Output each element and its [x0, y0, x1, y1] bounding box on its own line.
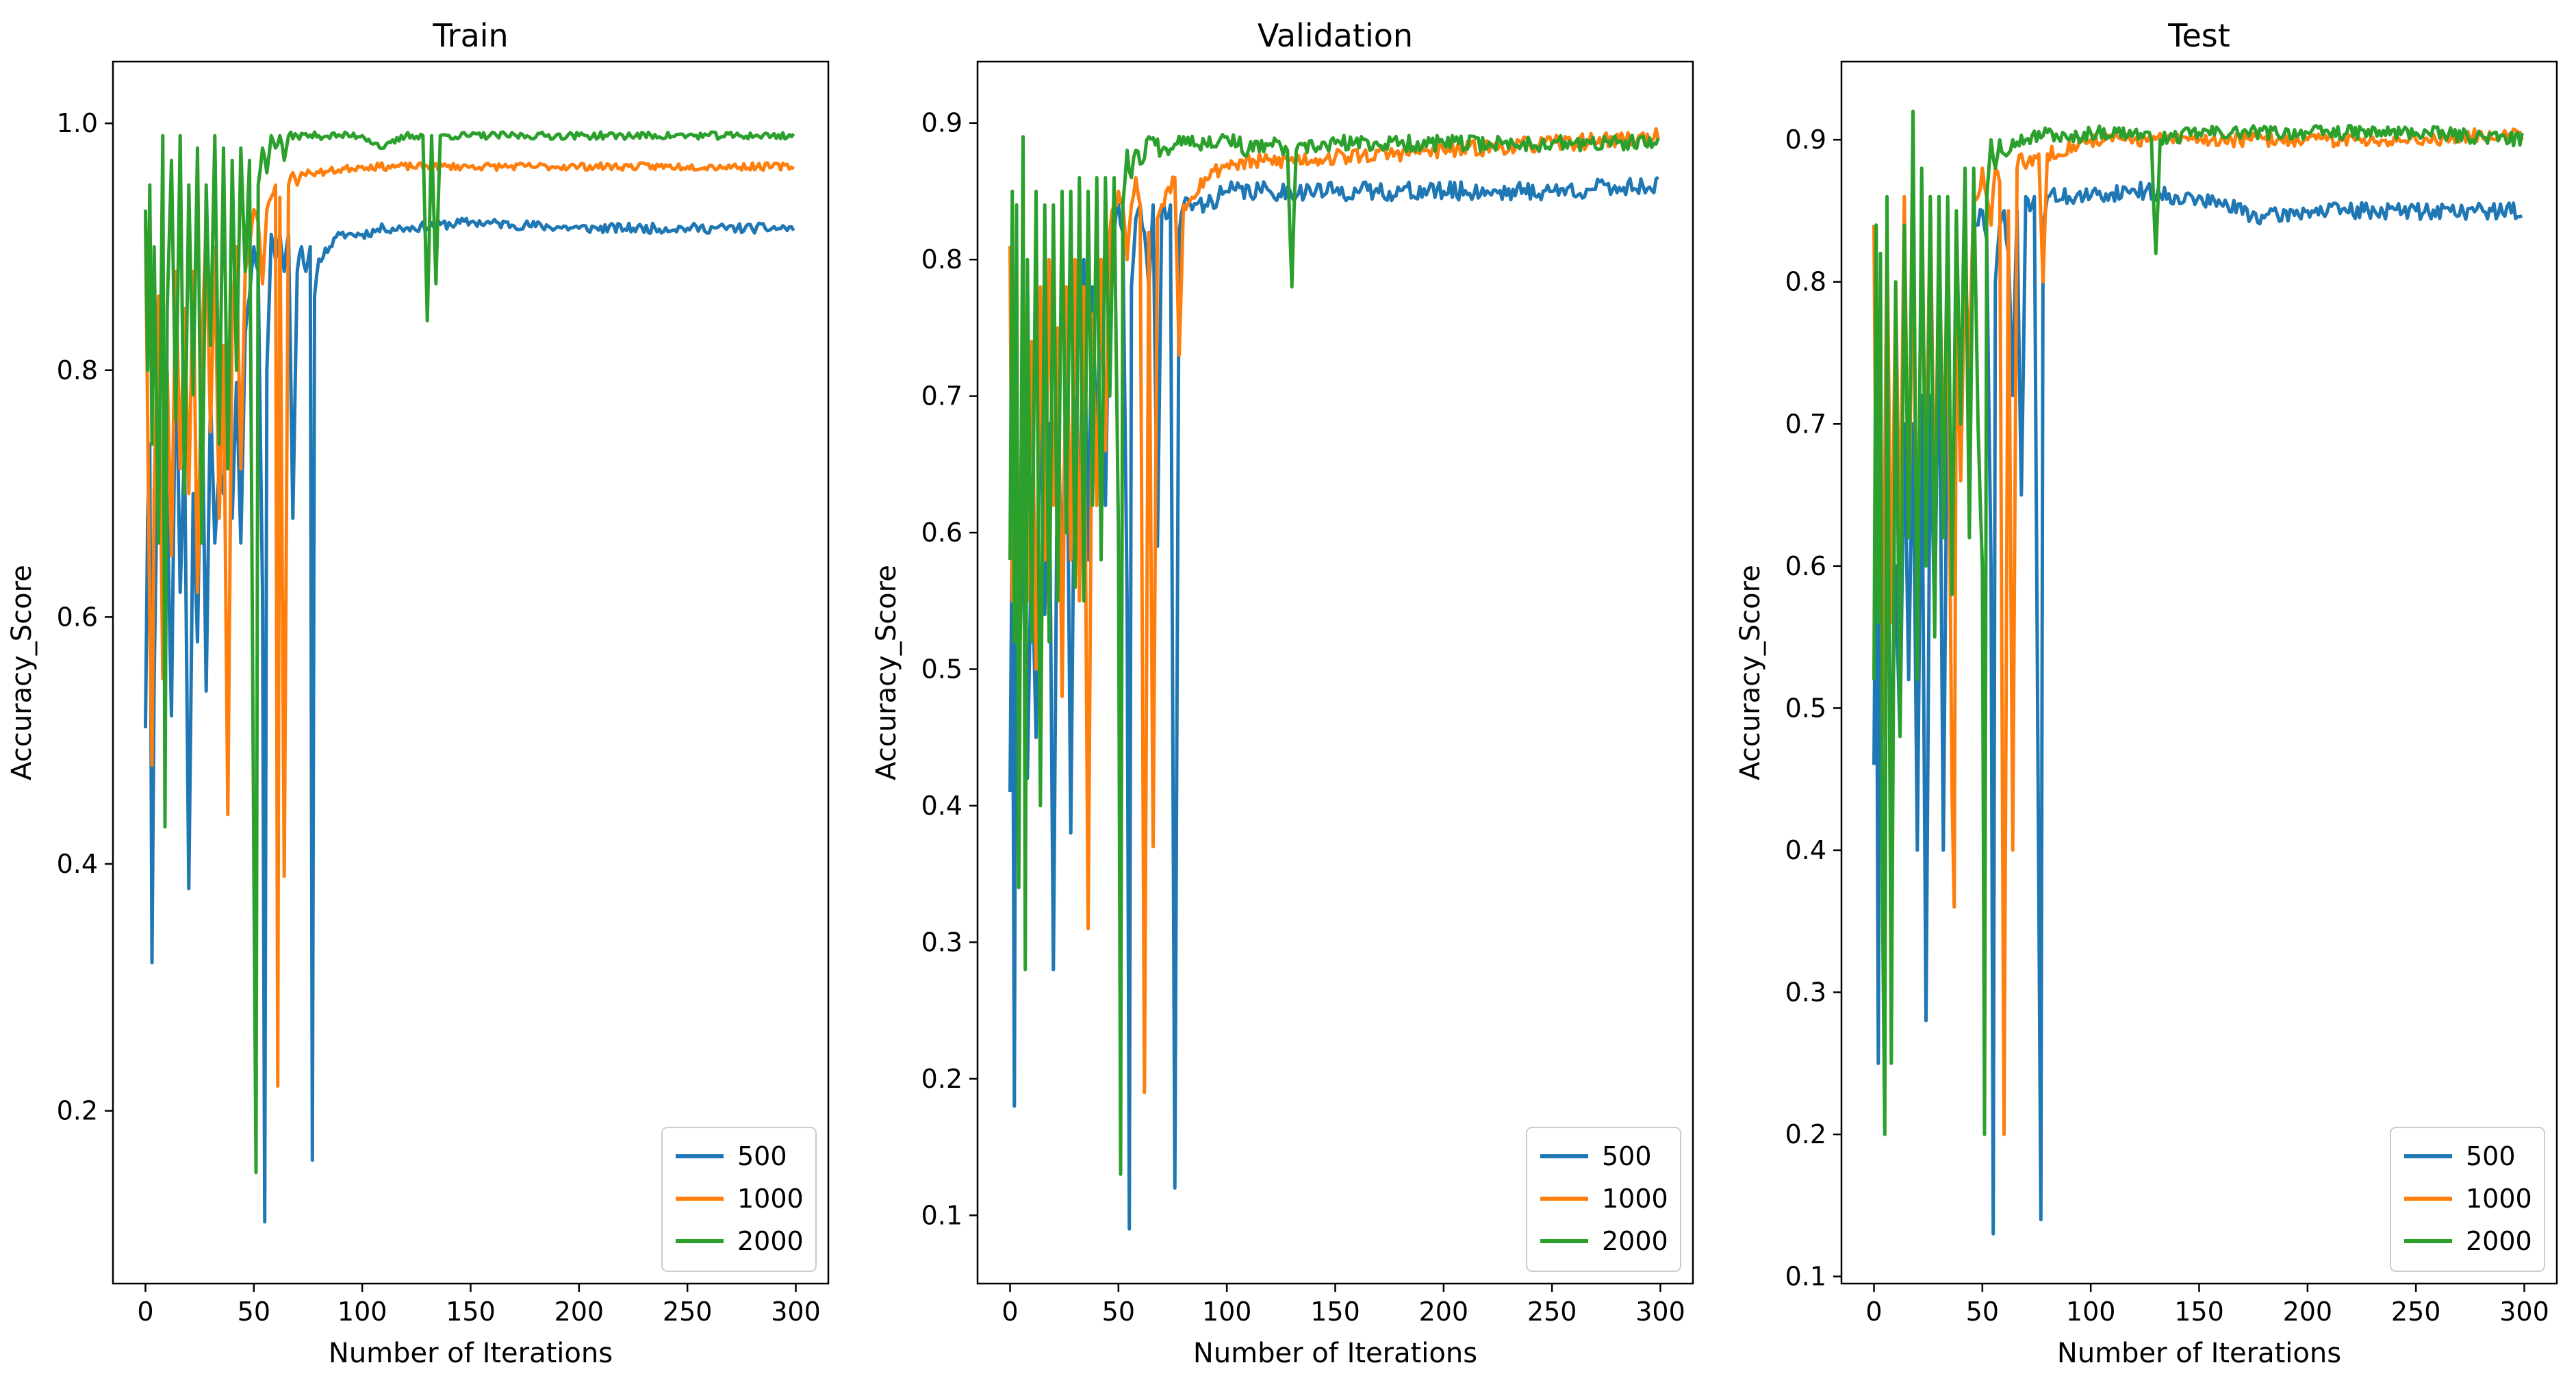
- chart-panel-test: Test 0 50 100 150 200 250 300 0.1 0.2 0.3 0.4 0.5 0.6…: [1735, 17, 2558, 1369]
- x-tick-label: 0: [1865, 1297, 1882, 1327]
- y-tick-label: 0.6: [57, 602, 98, 632]
- series-line-2000: [1872, 110, 2524, 1136]
- legend: 500 1000 2000: [2390, 1127, 2545, 1272]
- x-tick-label: 0: [137, 1297, 153, 1327]
- x-axis-label: Number of Iterations: [1193, 1338, 1477, 1369]
- y-tick-label: 0.4: [921, 791, 962, 821]
- x-tick-label: 200: [1419, 1297, 1469, 1327]
- y-tick-label: 0.1: [1785, 1262, 1826, 1292]
- x-tick-label: 300: [771, 1297, 821, 1327]
- x-axis-label: Number of Iterations: [329, 1338, 613, 1369]
- legend-label-1000: 1000: [1602, 1184, 1668, 1214]
- legend-label-2000: 2000: [1602, 1226, 1668, 1256]
- x-tick-label: 100: [2066, 1297, 2116, 1327]
- y-tick-label: 0.8: [1785, 267, 1826, 297]
- chart-panel-validation: Validation 0 50 100 150 200 250 300 0.1 0.2 0.3 0.4…: [871, 17, 1694, 1369]
- x-tick-label: 100: [1202, 1297, 1252, 1327]
- x-tick-label: 150: [2174, 1297, 2224, 1327]
- y-tick-label: 0.7: [921, 381, 962, 411]
- legend-label-1000: 1000: [2466, 1184, 2532, 1214]
- legend-label-500: 500: [2466, 1141, 2516, 1171]
- x-tick-label: 150: [446, 1297, 496, 1327]
- legend-box: [1526, 1127, 1681, 1272]
- legend-label-500: 500: [1602, 1141, 1652, 1171]
- y-tick-label: 0.7: [1785, 409, 1826, 439]
- legend-label-2000: 2000: [2466, 1226, 2532, 1256]
- chart-title: Train: [432, 17, 508, 54]
- legend-box: [661, 1127, 817, 1272]
- x-tick-label: 300: [2499, 1297, 2549, 1327]
- y-axis-label: Accuracy_Score: [1735, 565, 1766, 780]
- series-line-1000: [144, 161, 795, 1088]
- y-tick-label: 0.4: [1785, 835, 1826, 865]
- x-tick-label: 250: [663, 1297, 713, 1327]
- x-tick-label: 0: [1002, 1297, 1018, 1327]
- chart-title: Validation: [1258, 17, 1413, 54]
- x-tick-label: 250: [1527, 1297, 1577, 1327]
- x-axis-label: Number of Iterations: [2057, 1338, 2341, 1369]
- axes-frame: [112, 60, 830, 1285]
- y-tick-label: 0.9: [921, 108, 962, 138]
- y-tick-label: 0.6: [1785, 551, 1826, 581]
- y-axis-label: Accuracy_Score: [871, 565, 902, 780]
- y-tick-label: 1.0: [57, 108, 98, 138]
- y-tick-label: 0.1: [921, 1200, 962, 1230]
- series-line-500: [1008, 175, 1660, 1231]
- x-tick-label: 50: [1102, 1297, 1135, 1327]
- y-tick-label: 0.3: [921, 927, 962, 957]
- x-tick-label: 200: [2283, 1297, 2333, 1327]
- y-tick-label: 0.4: [57, 849, 98, 879]
- legend-label-1000: 1000: [737, 1184, 804, 1214]
- legend: 500 1000 2000: [1526, 1127, 1681, 1272]
- series-line-500: [144, 216, 795, 1224]
- chart-title: Test: [2167, 17, 2230, 54]
- y-tick-label: 0.5: [1785, 693, 1826, 723]
- y-tick-label: 0.2: [1785, 1119, 1826, 1149]
- x-tick-label: 50: [238, 1297, 270, 1327]
- legend-box: [2390, 1127, 2545, 1272]
- legend-label-2000: 2000: [737, 1226, 804, 1256]
- x-tick-label: 100: [337, 1297, 387, 1327]
- series-line-2000: [1008, 133, 1660, 1176]
- x-tick-label: 50: [1966, 1297, 1999, 1327]
- y-tick-label: 0.2: [921, 1064, 962, 1094]
- y-tick-label: 0.2: [57, 1096, 98, 1126]
- y-axis-label: Accuracy_Score: [6, 565, 38, 780]
- x-tick-label: 300: [1635, 1297, 1685, 1327]
- y-tick-label: 0.6: [921, 518, 962, 548]
- legend: 500 1000 2000: [661, 1127, 817, 1272]
- x-tick-label: 150: [1310, 1297, 1360, 1327]
- y-tick-label: 0.8: [57, 355, 98, 385]
- series-line-500: [1872, 180, 2523, 1236]
- x-tick-label: 250: [2391, 1297, 2441, 1327]
- legend-label-500: 500: [737, 1141, 787, 1171]
- series-line-1000: [1008, 127, 1660, 1095]
- y-tick-label: 0.5: [921, 654, 962, 685]
- y-tick-label: 0.8: [921, 244, 962, 275]
- y-tick-label: 0.3: [1785, 978, 1826, 1008]
- series-line-2000: [144, 130, 795, 1175]
- chart-panel-train: Train 0 50 100 150 200 250 300 0.2 0.4 0.6 0.8 1.0 Nu…: [6, 17, 830, 1369]
- x-tick-label: 200: [554, 1297, 604, 1327]
- y-tick-label: 0.9: [1785, 125, 1826, 155]
